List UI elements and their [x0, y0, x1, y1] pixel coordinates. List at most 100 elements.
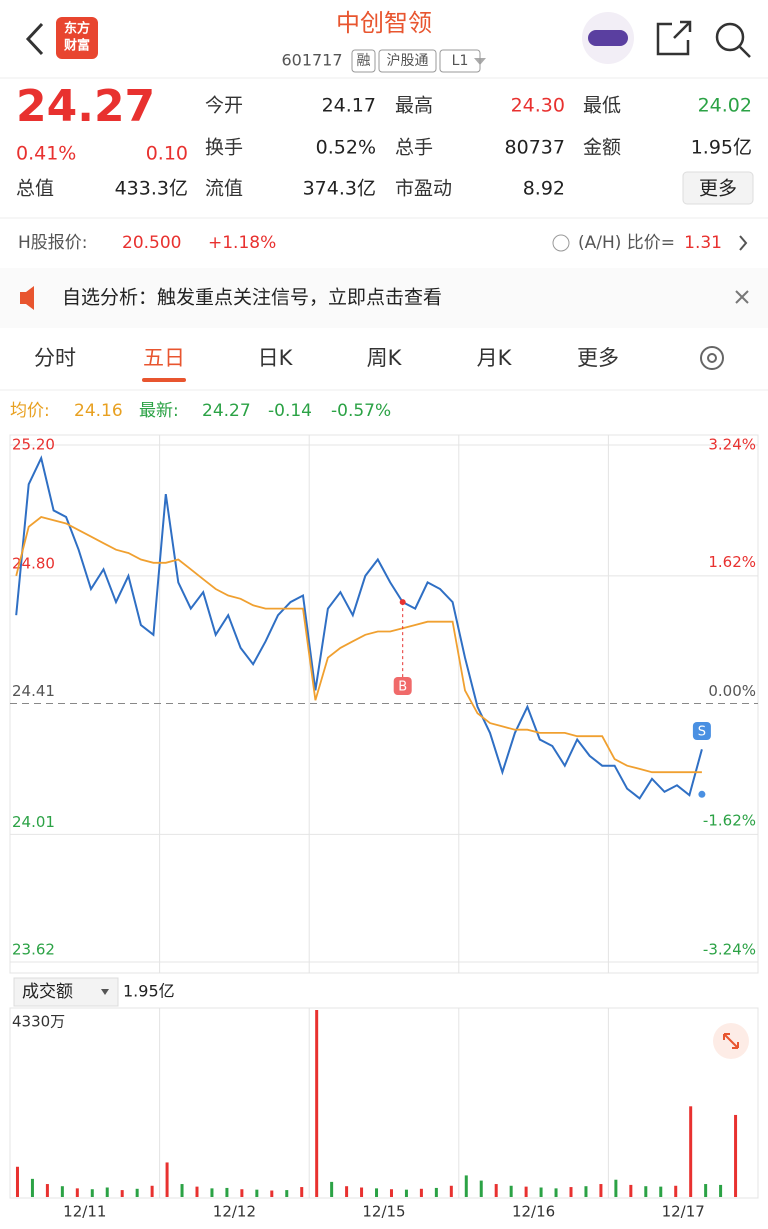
volume-bar [614, 1179, 618, 1197]
volume-bar [554, 1188, 558, 1197]
avg-line [15, 516, 702, 774]
tab[interactable]: 更多 [577, 346, 619, 370]
stat-label: 总值 [16, 178, 54, 200]
volume-total: 1.95亿 [123, 982, 175, 1001]
chevron[interactable] [739, 235, 748, 251]
volume-bar [404, 1189, 408, 1197]
hshare-label: H股报价: [18, 233, 88, 253]
stat-value: 24.30 [511, 95, 565, 117]
volume-bar [704, 1184, 708, 1197]
y-tick-label: 24.41 [12, 682, 55, 700]
y2-tick-label: -3.24% [703, 941, 756, 959]
volume-bar [345, 1186, 349, 1197]
volume-bar [45, 1184, 49, 1197]
volume-bar [494, 1184, 498, 1197]
logo-text: 财富 [64, 38, 90, 54]
tab[interactable]: 五日 [143, 346, 185, 370]
volume-selector[interactable] [13, 977, 119, 1007]
close-icon[interactable] [735, 290, 749, 304]
y-tick-label: 24.80 [12, 554, 55, 572]
change: 0.10 [146, 143, 188, 165]
logo [56, 17, 98, 59]
y-tick-label: 25.20 [12, 436, 55, 454]
volume-bar [479, 1180, 483, 1197]
search-icon[interactable] [715, 22, 745, 52]
volume-bar [629, 1184, 633, 1197]
volume-max-label: 4330万 [12, 1013, 65, 1031]
volume-bar [195, 1186, 199, 1197]
volume-bar [300, 1187, 304, 1197]
y-tick-label: 24.01 [12, 813, 55, 831]
volume-bar [584, 1186, 588, 1197]
tab[interactable]: 分时 [34, 346, 76, 370]
volume-bar [285, 1190, 289, 1197]
ratio-label: (A/H) 比价= [578, 233, 675, 253]
volume-bar [30, 1178, 34, 1197]
notice-bg [0, 268, 768, 328]
volume-bar [330, 1181, 334, 1197]
x-tick-label: 12/11 [63, 1203, 106, 1221]
volume-bar [674, 1185, 678, 1197]
volume-bar [419, 1188, 423, 1197]
annotation-text: B [398, 680, 407, 695]
volume-bar [524, 1186, 528, 1197]
y2-tick-label: -1.62% [703, 811, 756, 829]
stock-code: 601717 [281, 51, 342, 70]
volume-bar [135, 1188, 139, 1197]
stat-value: 8.92 [523, 178, 565, 200]
notice-text[interactable]: 自选分析：触发重点关注信号，立即点击查看 [62, 287, 442, 309]
summary-latest-label: 最新: [139, 401, 179, 421]
volume-bar [360, 1187, 364, 1197]
stat-label: 金额 [583, 137, 621, 159]
volume-bar [120, 1190, 124, 1197]
more-button-text[interactable]: 更多 [699, 178, 737, 200]
stock-title: 中创智领 [336, 9, 432, 37]
help-icon[interactable] [552, 234, 570, 252]
volume-bar [509, 1185, 513, 1197]
volume-bar [15, 1166, 19, 1197]
annotation-text: S [698, 725, 706, 740]
summary-avg-label: 均价: [10, 401, 50, 421]
x-tick-label: 12/12 [213, 1203, 256, 1221]
hshare-price: 20.500 [122, 233, 181, 253]
summary-change-pct: -0.57% [331, 401, 391, 421]
stat-label: 最低 [583, 95, 621, 117]
volume-bar [464, 1175, 468, 1197]
y2-tick-label: 3.24% [708, 436, 756, 454]
stat-label: 总手 [395, 137, 433, 159]
stat-value: 1.95亿 [691, 137, 752, 159]
tab[interactable]: 月K [477, 346, 513, 370]
x-tick-label: 12/17 [662, 1203, 705, 1221]
badge [439, 49, 481, 73]
summary-latest: 24.27 [202, 401, 251, 421]
stat-label: 最高 [395, 95, 433, 117]
volume-bar [734, 1114, 738, 1197]
price-chart: 12/11 12/12 12/15 12/16 12/17 25.20 24.80 24.41… [9, 434, 759, 1221]
more-button[interactable] [682, 171, 754, 205]
tab[interactable]: 周K [367, 346, 403, 370]
stat-value: 24.02 [698, 95, 752, 117]
volume-bar [105, 1187, 109, 1197]
change-pct: 0.41% [16, 143, 76, 165]
logo-text: 东方 [64, 21, 90, 37]
summary-avg: 24.16 [74, 401, 123, 421]
badge [351, 49, 376, 73]
stat-label: 换手 [205, 137, 243, 159]
settings-icon[interactable] [700, 346, 724, 370]
settings-icon [707, 353, 717, 363]
tab[interactable]: 日K [258, 346, 294, 370]
volume-bar [389, 1189, 393, 1197]
volume-bar [180, 1184, 184, 1197]
volume-label[interactable]: 成交额 [22, 982, 73, 1002]
share-icon[interactable] [656, 20, 692, 56]
back-icon[interactable] [25, 22, 44, 56]
stat-value: 0.52% [316, 137, 376, 159]
annotation-badge [393, 677, 412, 695]
volume-bar [90, 1189, 94, 1197]
volume-bar [75, 1188, 79, 1197]
volume-bar [569, 1187, 573, 1197]
x-tick-label: 12/15 [362, 1203, 405, 1221]
y2-tick-label: 1.62% [708, 553, 756, 571]
